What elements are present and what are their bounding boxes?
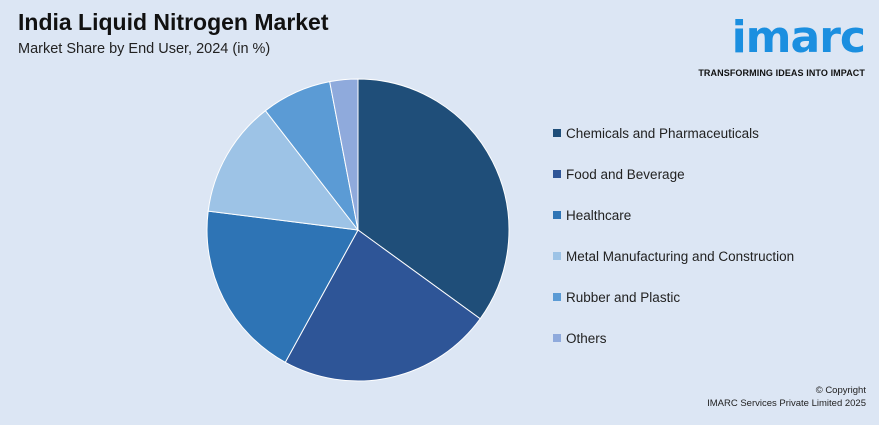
legend-label: Healthcare: [566, 207, 632, 223]
pie-slice-chemicals-and-pharmaceuticals: [357, 78, 510, 320]
copyright-line-2: IMARC Services Private Limited 2025: [707, 397, 866, 409]
copyright-line-1: © Copyright: [815, 385, 866, 396]
logo-wordmark: imarc: [731, 12, 866, 63]
pie-chart: [206, 78, 510, 382]
legend-label: Metal Manufacturing and Construction: [566, 248, 795, 264]
legend-swatch: [553, 334, 561, 343]
pie-slice-others: [329, 78, 359, 231]
copyright: © Copyright IMARC Services Private Limit…: [707, 385, 866, 410]
legend-item: Food and Beverage: [553, 164, 794, 185]
legend-swatch: [553, 170, 561, 179]
pie-slice-metal-manufacturing-and-construction: [207, 109, 360, 231]
legend-swatch: [553, 252, 561, 261]
pie-slice-healthcare: [206, 210, 359, 364]
legend-label: Chemicals and Pharmaceuticals: [566, 125, 759, 141]
chart-subtitle: Market Share by End User, 2024 (in %): [18, 41, 271, 57]
legend-item: Healthcare: [553, 205, 794, 226]
chart-legend: Chemicals and Pharmaceuticals Food and Be…: [553, 123, 794, 369]
legend-item: Chemicals and Pharmaceuticals: [553, 123, 794, 144]
pie-slice-food-and-beverage: [284, 229, 481, 382]
imarc-logo: imarc TRANSFORMING IDEAS INTO IMPACT: [698, 8, 869, 83]
legend-label: Others: [566, 330, 607, 346]
legend-item: Others: [553, 328, 794, 349]
legend-item: Metal Manufacturing and Construction: [553, 246, 794, 267]
legend-swatch: [553, 129, 561, 138]
logo-tagline: TRANSFORMING IDEAS INTO IMPACT: [698, 68, 865, 78]
legend-item: Rubber and Plastic: [553, 287, 794, 308]
legend-label: Food and Beverage: [566, 166, 685, 182]
chart-title: India Liquid Nitrogen Market: [18, 9, 329, 35]
legend-swatch: [553, 293, 561, 302]
legend-swatch: [553, 211, 561, 220]
legend-label: Rubber and Plastic: [566, 289, 681, 305]
